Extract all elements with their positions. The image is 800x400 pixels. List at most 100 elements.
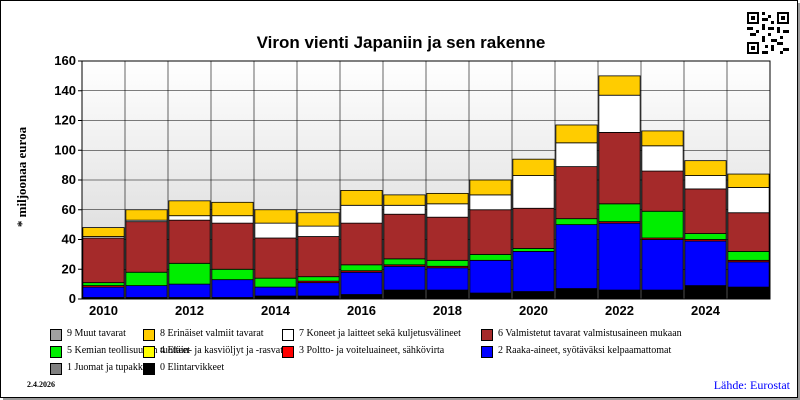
bar-segment: [211, 222, 254, 270]
qr-code-icon: [747, 12, 789, 54]
bar-segment: [168, 283, 211, 298]
bar-segment: [168, 219, 211, 264]
bar-segment: [598, 203, 641, 223]
bar-segment: [727, 250, 770, 261]
bar-segment: [254, 237, 297, 279]
bar-segment: [383, 213, 426, 260]
legend-swatch: [282, 346, 294, 358]
bar-segment: [598, 289, 641, 300]
bar-segment: [383, 258, 426, 266]
legend-swatch: [481, 329, 493, 341]
bar-segment: [297, 282, 340, 297]
bar-segment: [555, 142, 598, 168]
bar-segment: [641, 145, 684, 172]
bar-segment: [555, 124, 598, 144]
x-tick-label: 2018: [433, 303, 462, 318]
bar-segment: [168, 200, 211, 217]
legend-label: 4 Eläin- ja kasviöljyt ja -rasvat: [160, 345, 284, 356]
bar-segment: [383, 289, 426, 300]
bar-segment: [469, 292, 512, 300]
bar-segment: [82, 286, 125, 298]
bar-segment: [555, 218, 598, 226]
bar-segment: [684, 160, 727, 176]
bar-segment: [641, 239, 684, 291]
y-tick-label: 160: [54, 53, 76, 68]
y-tick-label: 40: [62, 232, 76, 247]
legend-label: 9 Muut tavarat: [67, 328, 126, 339]
bar-segment: [598, 94, 641, 133]
bar-segment: [383, 194, 426, 206]
bar-segment: [555, 224, 598, 289]
bar-segment: [426, 203, 469, 218]
x-tick-label: 2012: [175, 303, 204, 318]
legend-label: 1 Juomat ja tupakka: [67, 362, 148, 373]
legend-label: 8 Erinäiset valmiit tavarat: [160, 328, 264, 339]
legend-label: 5 Kemian teollisuuden tuotteet: [67, 345, 191, 356]
bar-segment: [168, 262, 211, 285]
bar-segment: [512, 207, 555, 249]
y-tick-label: 20: [62, 261, 76, 276]
bar-segment: [684, 175, 727, 190]
bar-segment: [512, 175, 555, 209]
bar-segment: [254, 222, 297, 239]
bar-segment: [340, 294, 383, 300]
date-stamp: 2.4.2026: [27, 380, 55, 389]
legend-label: 3 Poltto- ja voiteluaineet, sähkövirta: [299, 345, 445, 356]
y-tick-label: 100: [54, 142, 76, 157]
x-tick-label: 2024: [691, 303, 721, 318]
bar-segment: [340, 222, 383, 266]
bar-segment: [555, 288, 598, 300]
bar-segment: [727, 173, 770, 188]
bar-segment: [168, 215, 211, 221]
bar-segment: [426, 259, 469, 267]
bar-segment: [211, 279, 254, 298]
bar-segment: [469, 179, 512, 196]
bar-segment: [254, 295, 297, 300]
chart-title: Viron vienti Japaniin ja sen rakenne: [256, 33, 546, 52]
x-tick-label: 2010: [89, 303, 118, 318]
bar-segment: [125, 209, 168, 221]
x-tick-label: 2016: [347, 303, 376, 318]
bar-segment: [727, 212, 770, 252]
bar-segment: [383, 204, 426, 215]
bar-segment: [426, 216, 469, 261]
bars: [82, 75, 770, 300]
bar-segment: [641, 130, 684, 147]
bar-segment: [555, 166, 598, 220]
bar-segment: [297, 212, 340, 227]
x-tick-label: 2020: [519, 303, 548, 318]
legend-swatch: [143, 363, 155, 375]
bar-segment: [82, 282, 125, 287]
bar-segment: [297, 225, 340, 237]
bar-segment: [340, 271, 383, 295]
x-tick-label: 2014: [261, 303, 291, 318]
bar-segment: [641, 210, 684, 239]
bar-segment: [82, 237, 125, 284]
bar-segment: [125, 221, 168, 273]
bar-segment: [82, 227, 125, 237]
bar-segment: [426, 289, 469, 300]
legend-label: 2 Raaka-aineet, syötäväksi kelpaamattoma…: [498, 345, 672, 356]
bar-segment: [125, 271, 168, 287]
y-axis-label: * miljoonaa euroa: [14, 126, 29, 228]
bar-segment: [641, 170, 684, 212]
bar-segment: [211, 215, 254, 224]
bar-segment: [297, 295, 340, 300]
y-tick-label: 140: [54, 83, 76, 98]
bar-segment: [426, 192, 469, 205]
bar-segment: [125, 285, 168, 298]
legend-swatch: [50, 363, 62, 375]
bar-segment: [727, 261, 770, 288]
bar-segment: [340, 264, 383, 272]
bar-segment: [383, 265, 426, 291]
bar-segment: [211, 201, 254, 217]
legend-swatch: [50, 346, 62, 358]
bar-segment: [598, 222, 641, 291]
bar-segment: [598, 75, 641, 96]
bar-segment: [254, 277, 297, 288]
legend-label: 7 Koneet ja laitteet sekä kuljetusväline…: [299, 328, 461, 339]
bar-segment: [211, 268, 254, 281]
bar-segment: [254, 209, 297, 224]
bar-segment: [469, 194, 512, 211]
